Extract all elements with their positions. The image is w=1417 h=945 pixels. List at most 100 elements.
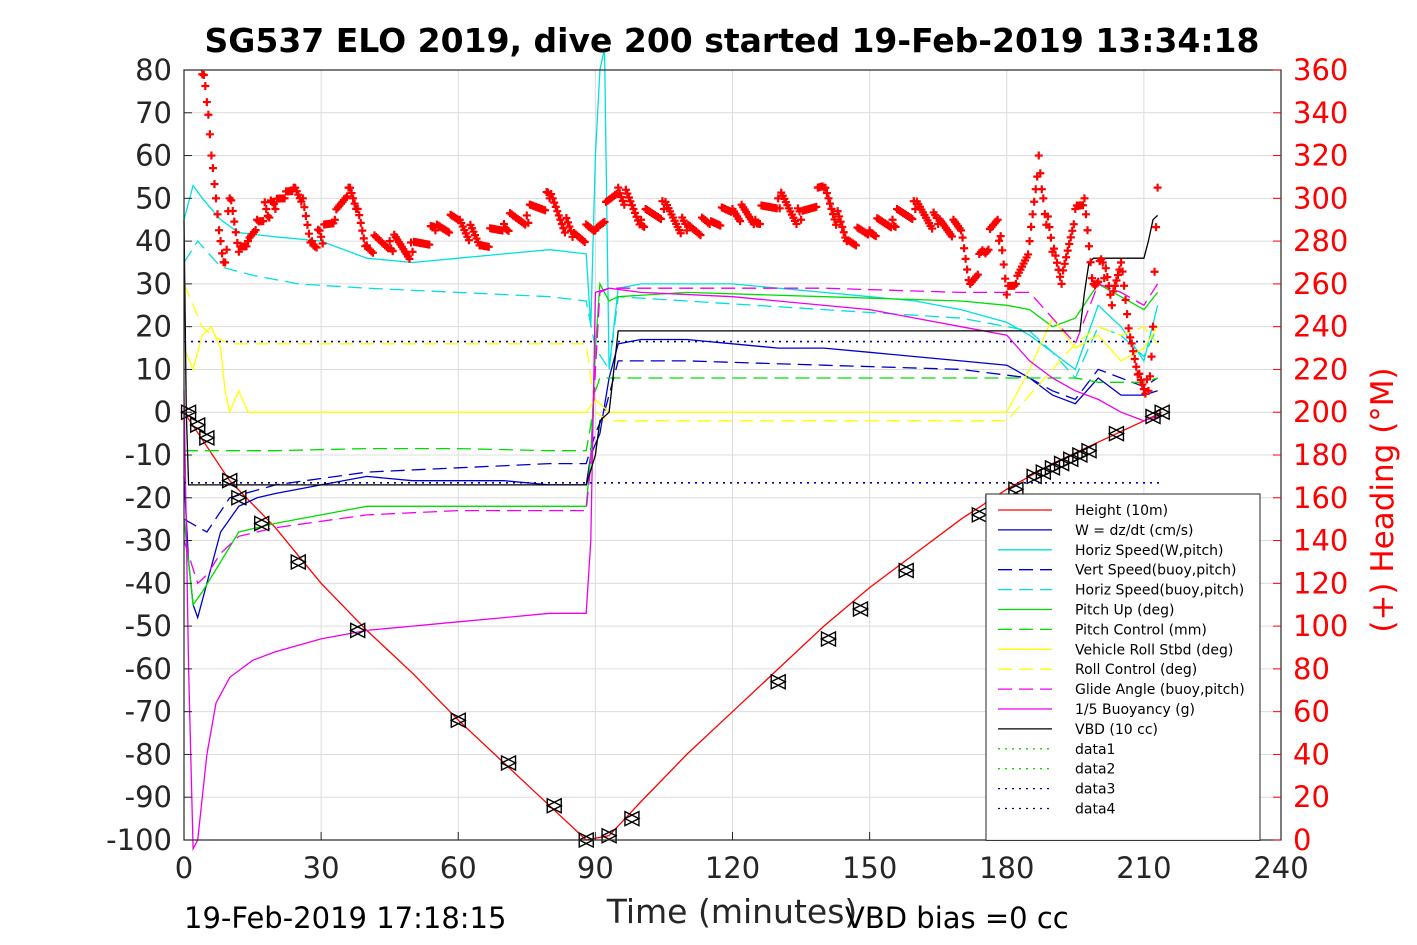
y-tick-label-left: -10 xyxy=(125,438,172,472)
y-tick-label-left: -60 xyxy=(125,652,172,686)
heading-marker xyxy=(871,232,880,241)
heading-marker xyxy=(696,231,705,240)
heading-marker xyxy=(1094,277,1103,286)
heading-marker xyxy=(388,247,397,256)
heading-marker xyxy=(298,194,307,203)
heading-marker xyxy=(559,224,568,233)
heading-marker xyxy=(908,215,917,224)
series-line-2 xyxy=(183,48,1159,371)
y-tick-label-left: 30 xyxy=(135,267,172,301)
heading-marker xyxy=(792,220,801,228)
depth-marker-right xyxy=(852,600,870,618)
x-axis-label: Time (minutes) xyxy=(606,892,858,931)
depth-marker-left xyxy=(623,810,640,827)
y-tick-label-left: 20 xyxy=(135,310,172,344)
heading-marker xyxy=(928,224,937,233)
heading-marker xyxy=(1037,185,1046,194)
heading-marker xyxy=(637,215,646,224)
heading-marker xyxy=(464,236,473,245)
heading-marker xyxy=(1068,226,1077,235)
heading-marker xyxy=(301,212,310,221)
heading-marker xyxy=(1124,324,1133,333)
depth-marker-left xyxy=(1153,404,1170,421)
heading-marker xyxy=(630,208,639,217)
heading-marker xyxy=(265,213,274,222)
depth-marker-left xyxy=(769,673,786,690)
heading-marker xyxy=(836,217,845,226)
heading-marker xyxy=(618,196,627,205)
legend-label: 1/5 Buoyancy (g) xyxy=(1075,702,1195,718)
heading-marker xyxy=(1144,386,1153,395)
series-line-6 xyxy=(184,377,1158,452)
y-tick-label-right: 360 xyxy=(1293,53,1348,87)
depth-marker-left xyxy=(180,404,197,421)
y-tick-label-left: -100 xyxy=(106,823,172,857)
depth-marker-left xyxy=(449,712,466,729)
y-tick-label-left: 40 xyxy=(135,224,172,258)
heading-marker xyxy=(353,205,362,214)
heading-marker xyxy=(300,203,309,212)
heading-marker xyxy=(330,215,339,224)
legend-box xyxy=(985,493,1261,841)
legend-label: Vert Speed(buoy,pitch) xyxy=(1075,563,1237,579)
heading-marker xyxy=(830,215,839,224)
heading-marker xyxy=(1051,251,1060,260)
heading-marker xyxy=(998,246,1007,255)
heading-marker xyxy=(504,226,513,235)
y-tick-label-right: 120 xyxy=(1293,566,1348,600)
x-tick-label: 180 xyxy=(979,851,1034,885)
depth-marker-left xyxy=(499,754,517,772)
heading-marker xyxy=(624,193,633,202)
heading-marker xyxy=(242,242,251,251)
series-line-11 xyxy=(183,214,1159,486)
heading-marker xyxy=(580,237,589,246)
heading-marker xyxy=(1132,362,1141,371)
heading-marker xyxy=(1139,385,1148,394)
x-tick-label: 30 xyxy=(303,851,340,885)
heading-marker xyxy=(623,189,632,198)
x-tick-label: 210 xyxy=(1116,851,1171,885)
series-line-3 xyxy=(183,360,1158,533)
heading-marker xyxy=(408,247,417,256)
heading-marker xyxy=(1085,242,1094,251)
depth-marker-left xyxy=(897,562,914,579)
legend-label: Horiz Speed(W,pitch) xyxy=(1075,543,1223,559)
heading-marker xyxy=(522,211,531,220)
depth-marker-left xyxy=(1007,481,1024,498)
heading-marker xyxy=(1117,258,1126,267)
depth-marker-left xyxy=(819,630,837,648)
heading-marker xyxy=(891,222,900,231)
heading-marker xyxy=(1080,194,1089,203)
y-tick-label-left: -40 xyxy=(125,566,172,600)
heading-marker xyxy=(996,232,1005,241)
heading-marker xyxy=(947,232,956,241)
heading-marker xyxy=(205,130,214,139)
legend-label: Pitch Up (deg) xyxy=(1075,603,1174,619)
heading-marker xyxy=(213,210,222,219)
heading-marker xyxy=(1030,197,1039,206)
heading-marker xyxy=(1112,276,1121,285)
depth-marker-right xyxy=(898,562,915,579)
heading-marker xyxy=(1110,281,1119,290)
y-axis-label-right: (+) Heading (°M) xyxy=(1365,367,1401,632)
heading-marker xyxy=(280,194,289,203)
heading-marker xyxy=(431,226,440,235)
depth-marker-left xyxy=(1107,425,1125,442)
heading-marker xyxy=(821,183,830,192)
heading-marker xyxy=(367,247,376,256)
legend-label: data4 xyxy=(1075,802,1116,818)
heading-marker xyxy=(228,207,237,216)
heading-marker xyxy=(218,249,227,258)
heading-marker xyxy=(550,198,559,207)
heading-marker xyxy=(833,207,842,216)
heading-marker xyxy=(736,217,745,226)
heading-marker xyxy=(269,199,278,208)
depth-marker-left xyxy=(198,429,215,447)
heading-marker xyxy=(1086,258,1095,267)
heading-marker xyxy=(1113,271,1122,280)
heading-marker xyxy=(1057,279,1066,288)
heading-marker xyxy=(999,260,1008,269)
legend-label: Horiz Speed(buoy,pitch) xyxy=(1075,583,1244,599)
heading-marker xyxy=(614,183,623,192)
heading-marker xyxy=(1039,194,1048,203)
